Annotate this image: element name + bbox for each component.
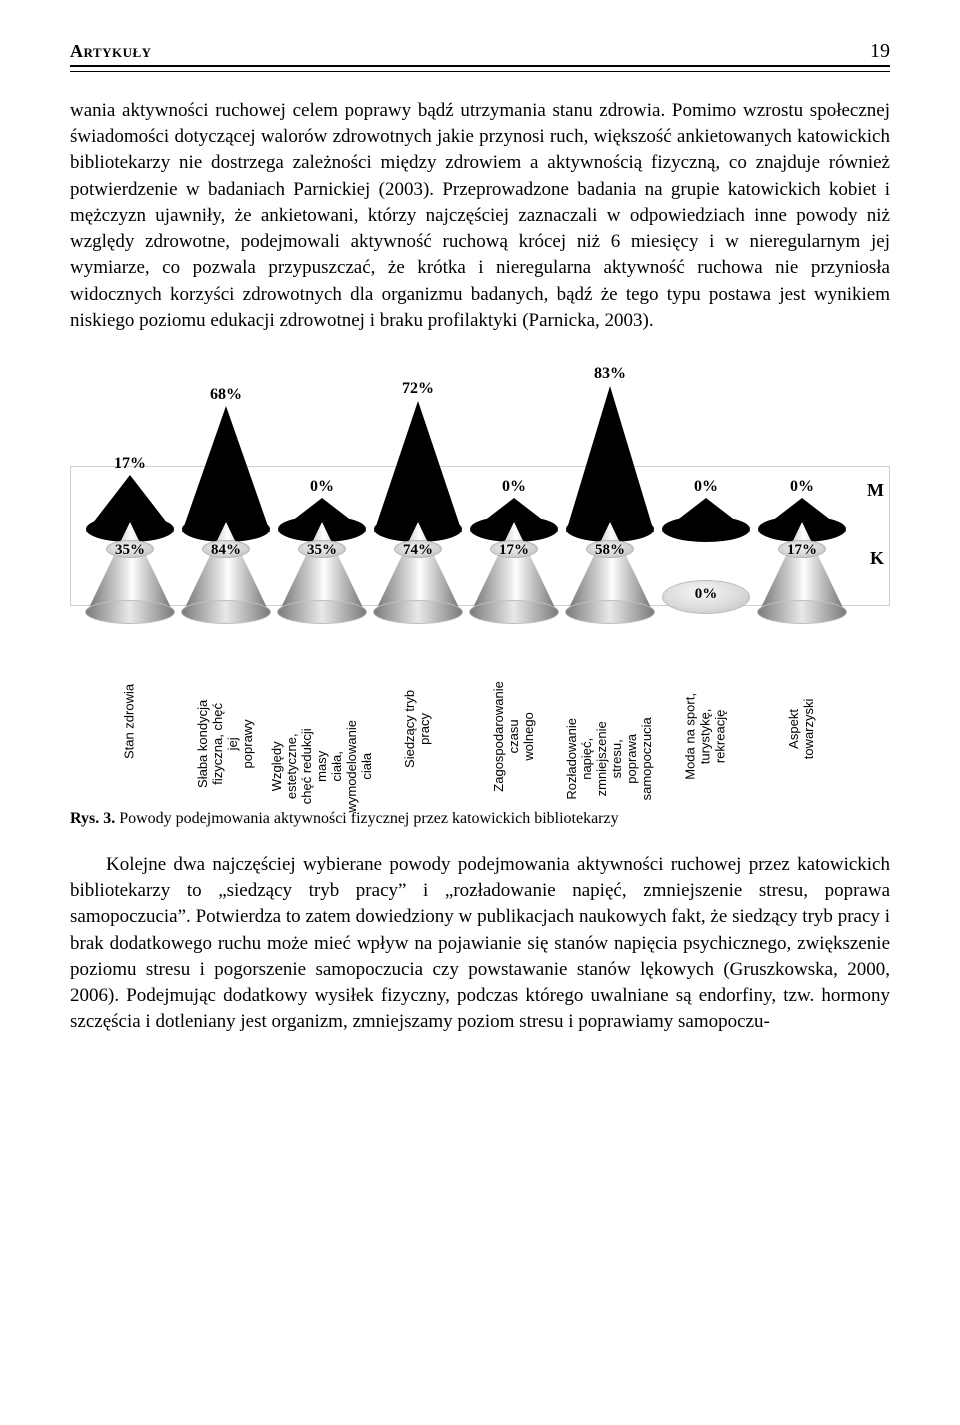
running-header: Artykuły 19 bbox=[70, 40, 890, 67]
series-label-k: K bbox=[870, 548, 884, 569]
front-cone: 35% bbox=[86, 522, 174, 614]
back-value-label: 0% bbox=[468, 478, 560, 496]
chart-x-axis: Stan zdrowia Słaba kondycja fizyczna, chę… bbox=[70, 630, 890, 800]
paragraph-top: wania aktywności ruchowej celem poprawy … bbox=[70, 98, 890, 334]
chart-column: 0% 17% bbox=[756, 356, 848, 636]
chart-column: 68% 84% bbox=[180, 356, 272, 636]
front-cone-base bbox=[469, 600, 559, 624]
back-cone bbox=[566, 386, 654, 532]
x-axis-label: Słaba kondycja fizyczna, chęć jej popraw… bbox=[180, 630, 272, 800]
x-axis-label: Moda na sport, turystykę, rekreację bbox=[660, 630, 752, 800]
page-number: 19 bbox=[870, 40, 890, 63]
x-axis-label-text: Słaba kondycja fizyczna, chęć jej popraw… bbox=[196, 698, 256, 790]
x-axis-label-text: Względy estetyczne, chęć redukcji masy c… bbox=[270, 720, 375, 812]
front-cone-base bbox=[757, 600, 847, 624]
section-title: Artykuły bbox=[70, 41, 152, 62]
header-rule bbox=[70, 71, 890, 72]
x-axis-label-text: Moda na sport, turystykę, rekreację bbox=[684, 690, 729, 782]
front-cone: 17% bbox=[470, 522, 558, 614]
back-cone bbox=[182, 406, 270, 532]
back-cone bbox=[374, 401, 462, 532]
front-value-label: 58% bbox=[566, 542, 654, 559]
page: Artykuły 19 wania aktywności ruchowej ce… bbox=[0, 0, 960, 1118]
x-axis-label-text: Zagospodarowanie czasu wolnego bbox=[492, 681, 537, 792]
front-value-label: 0% bbox=[663, 586, 749, 603]
figure-caption: Rys. 3. Powody podejmowania aktywności f… bbox=[70, 810, 890, 828]
x-axis-label-text: Siedzący tryb pracy bbox=[403, 683, 433, 775]
back-value-label: 68% bbox=[180, 386, 272, 404]
front-cone-base bbox=[565, 600, 655, 624]
front-value-label: 35% bbox=[86, 542, 174, 559]
front-cone-base bbox=[181, 600, 271, 624]
back-value-label: 83% bbox=[564, 365, 656, 383]
series-label-m: M bbox=[867, 480, 884, 501]
figure-label: Rys. 3. bbox=[70, 810, 115, 827]
x-axis-label: Siedzący tryb pracy bbox=[372, 630, 464, 800]
x-axis-label: Aspekt towarzyski bbox=[756, 630, 848, 800]
front-cone-base bbox=[85, 600, 175, 624]
front-cone-base bbox=[373, 600, 463, 624]
chart-column: 72% 74% bbox=[372, 356, 464, 636]
x-axis-label: Względy estetyczne, chęć redukcji masy c… bbox=[276, 630, 368, 800]
back-value-label: 0% bbox=[276, 478, 368, 496]
back-value-label: 17% bbox=[84, 455, 176, 473]
back-value-label: 72% bbox=[372, 380, 464, 398]
front-cone: 58% bbox=[566, 522, 654, 614]
x-axis-label: Rozładowanie napięć, zmniejszenie stresu… bbox=[564, 630, 656, 800]
front-value-label: 17% bbox=[470, 542, 558, 559]
front-value-label: 35% bbox=[278, 542, 366, 559]
paragraph-bottom: Kolejne dwa najczęściej wybierane powody… bbox=[70, 852, 890, 1036]
front-value-label: 74% bbox=[374, 542, 462, 559]
front-cone-base bbox=[277, 600, 367, 624]
front-value-label: 17% bbox=[758, 542, 846, 559]
x-axis-label-text: Rozładowanie napięć, zmniejszenie stresu… bbox=[565, 713, 655, 805]
front-cone: 17% bbox=[758, 522, 846, 614]
front-cone: 35% bbox=[278, 522, 366, 614]
back-value-label: 0% bbox=[756, 478, 848, 496]
chart-plot: M K 17% 35% 68% 84% 0% 35% 72% 74% 0% 17% 83% 58% 0%… bbox=[70, 356, 890, 636]
figure-3: M K 17% 35% 68% 84% 0% 35% 72% 74% 0% 17% 83% 58% 0%… bbox=[70, 356, 890, 800]
chart-column: 83% 58% bbox=[564, 356, 656, 636]
chart-column: 17% 35% bbox=[84, 356, 176, 636]
x-axis-label-text: Stan zdrowia bbox=[123, 675, 138, 767]
back-value-label: 0% bbox=[660, 478, 752, 496]
back-cone bbox=[662, 498, 750, 532]
chart-column: 0% 17% bbox=[468, 356, 560, 636]
front-disc: 0% bbox=[662, 580, 750, 614]
front-cone: 84% bbox=[182, 522, 270, 614]
front-cone: 74% bbox=[374, 522, 462, 614]
x-axis-label-text: Aspekt towarzyski bbox=[787, 683, 817, 775]
x-axis-label: Zagospodarowanie czasu wolnego bbox=[468, 630, 560, 800]
x-axis-label: Stan zdrowia bbox=[84, 630, 176, 800]
chart-column: 0% 0% bbox=[660, 356, 752, 636]
front-value-label: 84% bbox=[182, 542, 270, 559]
chart-column: 0% 35% bbox=[276, 356, 368, 636]
